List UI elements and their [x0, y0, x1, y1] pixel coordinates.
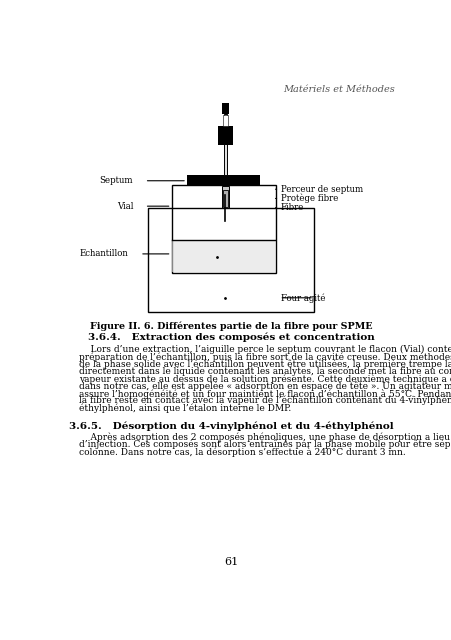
- Bar: [223, 114, 226, 175]
- Text: éthylphénol, ainsi que l’étalon interne le DMP.: éthylphénol, ainsi que l’étalon interne …: [79, 403, 291, 413]
- Text: vapeur existante au dessus de la solution présente. Cette deuxième technique a é: vapeur existante au dessus de la solutio…: [79, 374, 451, 383]
- Text: dans notre cas, elle est appelée « adsorption en espace de tête ». Un agitateur : dans notre cas, elle est appelée « adsor…: [79, 381, 451, 391]
- Bar: [221, 103, 229, 114]
- Bar: [223, 115, 227, 126]
- Bar: [217, 126, 233, 145]
- Bar: [187, 175, 260, 186]
- Text: assure l’homogénéité et un four maintient le flacon d’échantillon à 55°C. Pendan: assure l’homogénéité et un four maintien…: [79, 388, 451, 399]
- Text: Vial: Vial: [116, 202, 133, 211]
- Text: Après adsorption des 2 composés phénoliques, une phase de désorption a lieu en c: Après adsorption des 2 composés phénoliq…: [79, 432, 451, 442]
- Text: Matériels et Méthodes: Matériels et Méthodes: [282, 84, 394, 93]
- Text: la fibre reste en contact avec la vapeur de l’échantillon contenant du 4-vinylph: la fibre reste en contact avec la vapeur…: [79, 396, 451, 406]
- Text: directement dans le liquide contenant les analytes, la seconde met la fibre au c: directement dans le liquide contenant le…: [79, 367, 451, 376]
- Text: Figure II. 6. Différentes partie de la fibre pour SPME: Figure II. 6. Différentes partie de la f…: [90, 322, 372, 331]
- Text: préparation de l’échantillon, puis la fibre sort de la cavité creuse. Deux métho: préparation de l’échantillon, puis la fi…: [79, 352, 451, 362]
- Text: Perceur de septum: Perceur de septum: [281, 185, 362, 194]
- Text: Lors d’une extraction, l’aiguille perce le septum couvrant le flacon (Vial) cont: Lors d’une extraction, l’aiguille perce …: [79, 345, 451, 354]
- Text: Protège fibre: Protège fibre: [281, 194, 337, 204]
- Text: colonne. Dans notre cas, la désorption s’effectue à 240°C durant 3 mn.: colonne. Dans notre cas, la désorption s…: [79, 447, 405, 457]
- Text: 61: 61: [224, 557, 238, 567]
- Text: Echantillon: Echantillon: [79, 250, 128, 259]
- Text: Fibre: Fibre: [281, 203, 304, 212]
- Text: Septum: Septum: [99, 176, 133, 185]
- Bar: [221, 186, 229, 208]
- Bar: [222, 190, 228, 207]
- Polygon shape: [172, 240, 274, 273]
- Text: d’injection. Ces composés sont alors entraînés par la phase mobile pour être sép: d’injection. Ces composés sont alors ent…: [79, 440, 451, 449]
- Text: de la phase solide avec l’échantillon peuvent être utilisées, la première trempe: de la phase solide avec l’échantillon pe…: [79, 360, 451, 369]
- Text: 3.6.4.   Extraction des composés et concentration: 3.6.4. Extraction des composés et concen…: [88, 332, 374, 342]
- Text: Four agité: Four agité: [281, 293, 325, 303]
- Text: 3.6.5.   Désorption du 4-vinylphénol et du 4-éthylphénol: 3.6.5. Désorption du 4-vinylphénol et du…: [69, 421, 393, 431]
